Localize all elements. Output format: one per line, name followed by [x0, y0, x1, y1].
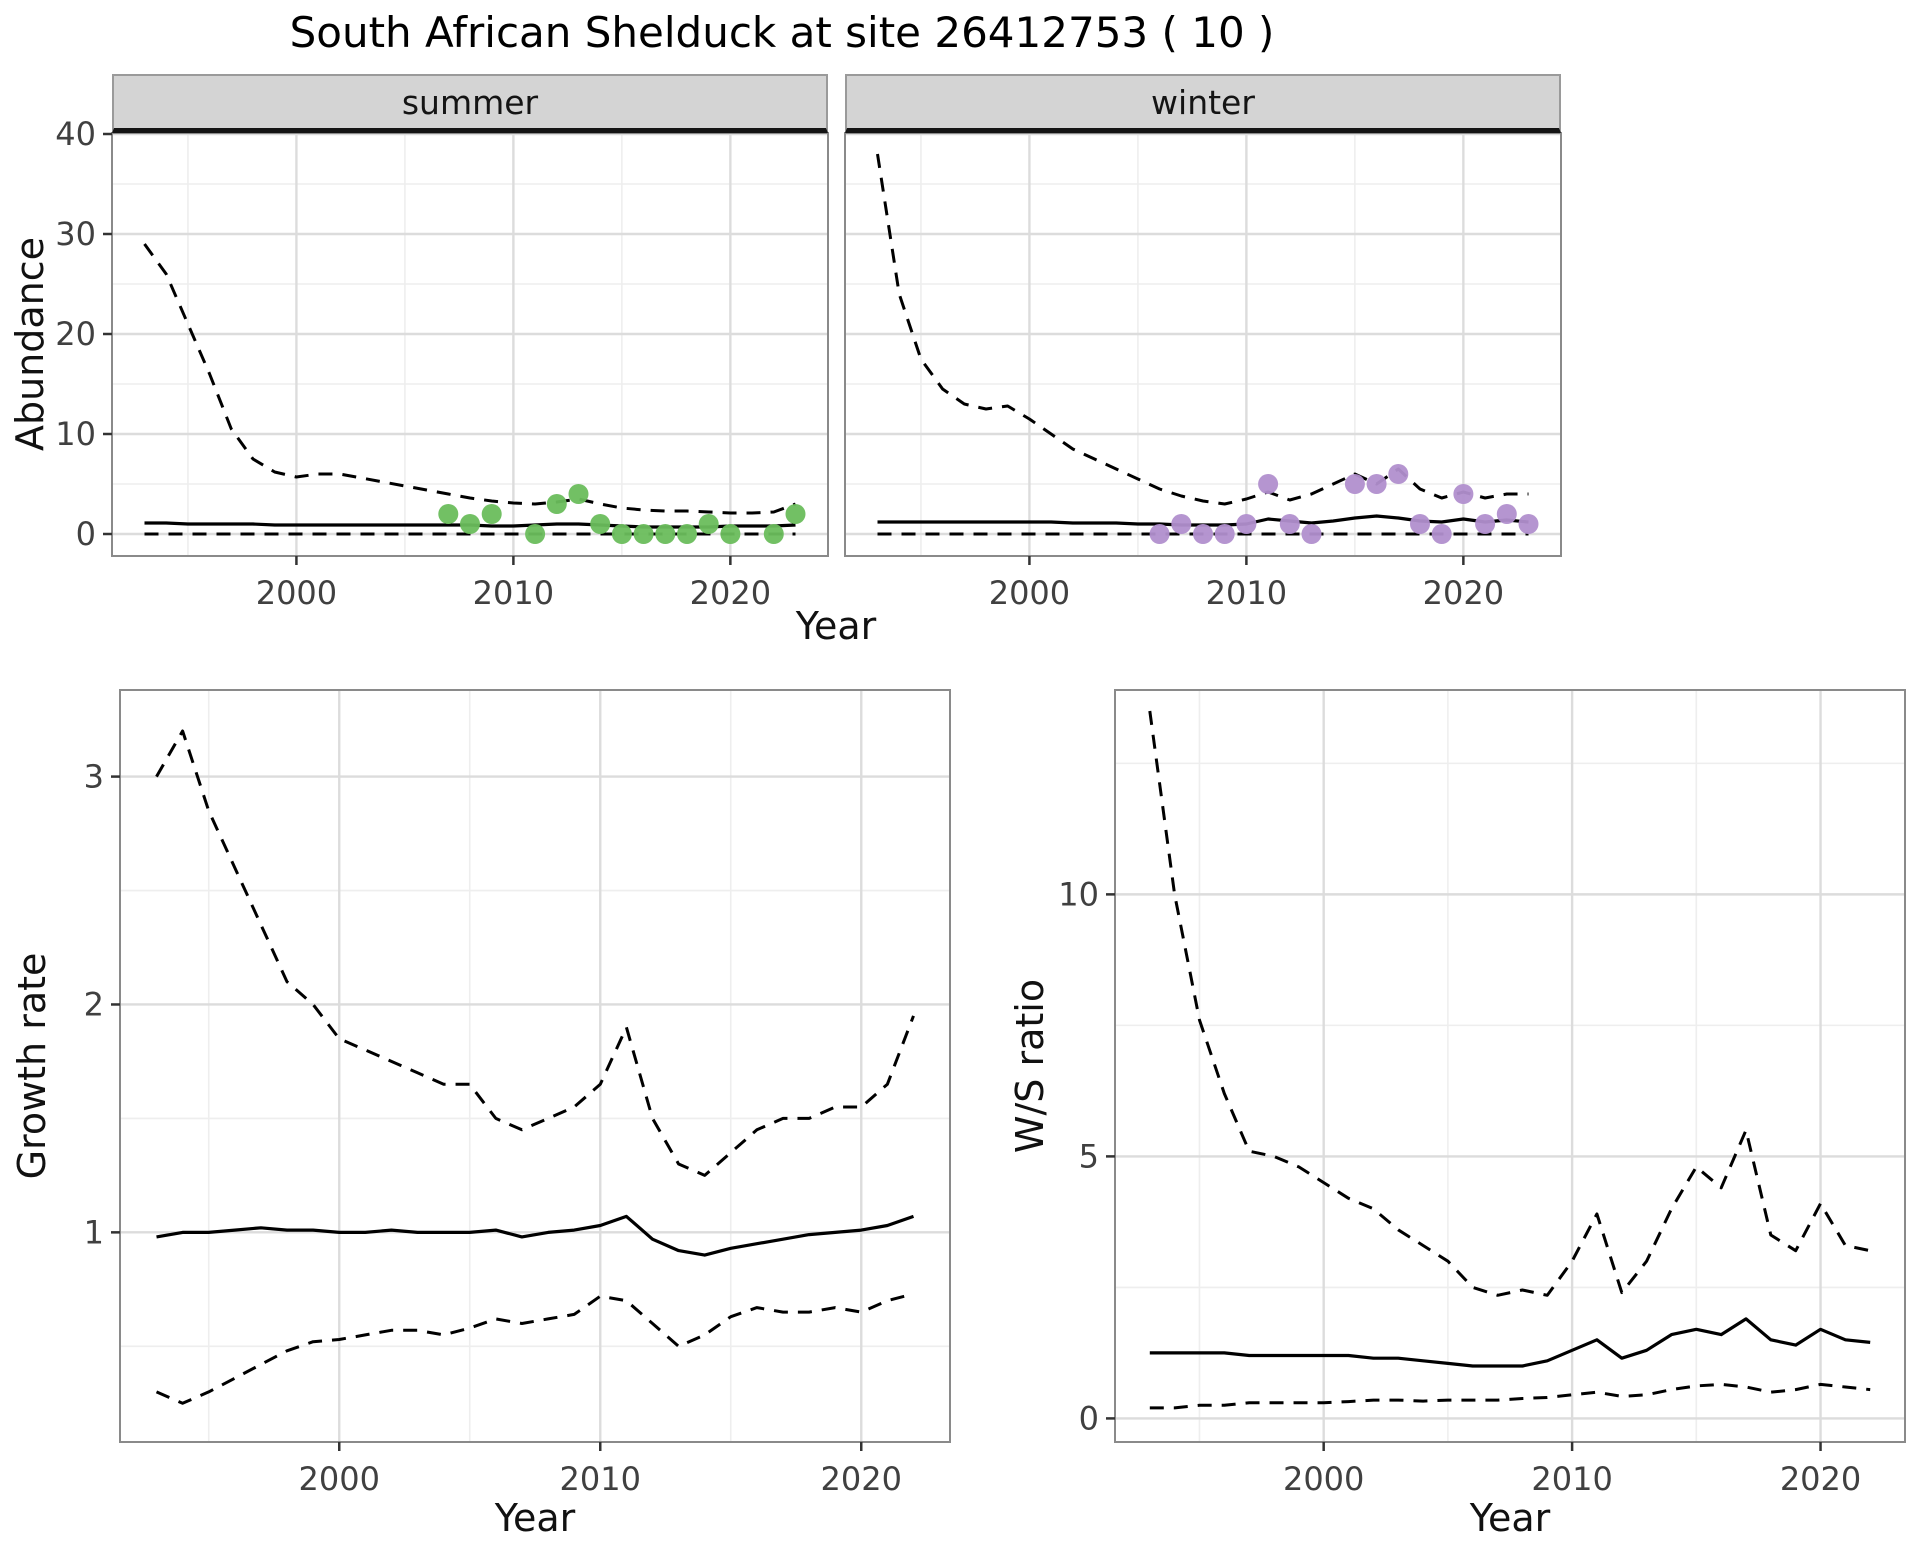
x-tick-label: 2020	[821, 1460, 902, 1498]
observed-point	[568, 484, 589, 504]
y-tick-label: 10	[1058, 875, 1099, 913]
observed-point	[1236, 514, 1257, 534]
panel-background	[1115, 690, 1905, 1442]
upper-95-ci-line	[143, 243, 797, 515]
y-tick-label: 0	[76, 515, 96, 553]
x-tick-label: 2000	[299, 1460, 380, 1498]
observed-point	[1388, 464, 1409, 484]
observed-point	[1366, 474, 1387, 494]
y-tick-label: 30	[55, 215, 96, 253]
y-axis-title-ws-ratio: W/S ratio	[1008, 978, 1052, 1154]
observed-point	[785, 504, 806, 524]
abundance-winter-panel: 2000 2010 2020	[844, 132, 1562, 612]
observed-point	[460, 514, 480, 534]
chart-title: South African Shelduck at site 26412753 …	[289, 8, 1275, 57]
observed-point	[1258, 474, 1279, 494]
y-tick-label: 0	[1079, 1399, 1099, 1437]
lower-95-ci-line	[1149, 1382, 1871, 1410]
y-tick-label: 5	[1079, 1137, 1099, 1175]
panel-background	[120, 690, 950, 1442]
y-tick-label: 20	[55, 315, 96, 353]
y-tick-label: 1	[84, 1213, 104, 1251]
y-axis-title-abundance: Abundance	[8, 236, 52, 452]
x-tick-label: 2000	[1283, 1460, 1364, 1498]
abundance-summer-panel: 2000 2010 2020 0 10 20 30 40	[55, 115, 829, 612]
lower-95-ci-line	[155, 1292, 914, 1405]
median-w-s-ratio-line	[1149, 1317, 1871, 1368]
facet-strip-summer: summer	[112, 74, 828, 133]
x-tick-label: 2020	[690, 574, 771, 612]
x-tick-label: 2010	[560, 1460, 641, 1498]
x-axis-title-year-top: Year	[795, 604, 877, 648]
panel-background	[112, 133, 828, 556]
x-tick-label: 2010	[1206, 574, 1287, 612]
observed-point	[655, 524, 676, 544]
observed-point	[481, 504, 502, 524]
observed-point	[763, 524, 784, 544]
observed-point	[1171, 514, 1192, 534]
observed-point	[1496, 504, 1517, 524]
x-tick-label: 2000	[989, 574, 1070, 612]
y-axis-title-growth-rate: Growth rate	[10, 952, 54, 1180]
panel-border	[111, 132, 829, 557]
observed-point	[633, 524, 654, 544]
x-tick-label: 2010	[1531, 1460, 1612, 1498]
observed-point	[546, 494, 567, 514]
observed-point	[698, 514, 719, 534]
x-tick-label: 2020	[1423, 574, 1504, 612]
y-tick-label: 2	[84, 985, 104, 1023]
x-axis-title-year-bottom-left: Year	[494, 1496, 576, 1540]
facet-strip-winter: winter	[845, 74, 1561, 133]
x-tick-label: 2020	[1780, 1460, 1861, 1498]
observed-point	[1518, 514, 1539, 534]
facet-strip-summer-label: summer	[401, 82, 539, 122]
growth-rate-panel: 2000 2010 2020 1 2 3	[84, 689, 951, 1498]
observed-point	[1344, 474, 1365, 494]
y-tick-label: 10	[55, 415, 96, 453]
observed-point	[677, 524, 697, 544]
upper-95-ci-line	[876, 153, 1529, 506]
facet-strip-winter-label: winter	[1151, 82, 1255, 122]
upper-95-ci-line	[1148, 710, 1871, 1297]
x-axis-title-year-bottom-right: Year	[1469, 1496, 1551, 1540]
panel-border	[1114, 689, 1906, 1443]
x-tick-label: 2010	[473, 574, 554, 612]
panel-border	[844, 132, 1562, 557]
observed-point	[720, 524, 741, 544]
observed-point	[1279, 514, 1300, 534]
panel-background	[845, 133, 1561, 556]
observed-point	[1214, 524, 1235, 544]
observed-point	[1431, 524, 1452, 544]
observed-point	[611, 524, 632, 544]
panel-border	[119, 689, 951, 1443]
upper-95-ci-line	[155, 729, 915, 1177]
y-tick-label: 40	[55, 115, 96, 153]
observed-point	[1475, 514, 1496, 534]
y-tick-label: 3	[84, 758, 104, 796]
observed-point	[1301, 524, 1322, 544]
ws-ratio-panel: 2000 2010 2020 0 5 10	[1058, 689, 1906, 1498]
observed-point	[1149, 524, 1170, 544]
observed-point	[590, 514, 611, 534]
observed-point	[1410, 514, 1430, 534]
median-growth-rate-line	[156, 1214, 915, 1257]
observed-point	[438, 504, 459, 524]
observed-point	[1453, 484, 1474, 504]
observed-point	[525, 524, 546, 544]
x-tick-label: 2000	[256, 574, 337, 612]
observed-point	[1193, 524, 1213, 544]
